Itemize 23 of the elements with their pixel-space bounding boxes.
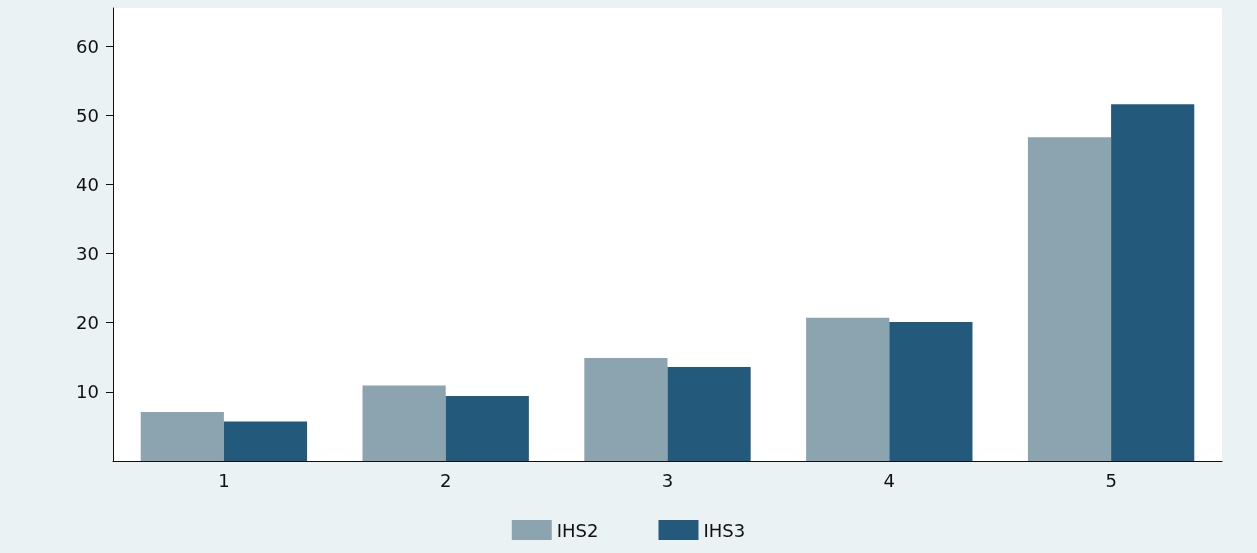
- bar: [445, 395, 529, 461]
- y-tick-label: 60: [76, 35, 99, 57]
- bar: [584, 357, 668, 461]
- legend-label: IHS2: [556, 519, 599, 541]
- y-tick-label: 10: [76, 381, 99, 403]
- x-tick-label: 4: [883, 469, 896, 491]
- y-tick-label: 20: [76, 312, 99, 334]
- y-tick-label: 40: [76, 173, 99, 195]
- y-tick-label: 30: [76, 243, 99, 265]
- bar: [1111, 104, 1195, 461]
- y-tick-label: 50: [76, 104, 99, 126]
- bar: [667, 366, 751, 461]
- bar: [140, 411, 224, 461]
- x-tick-label: 5: [1105, 469, 1117, 491]
- legend-label: IHS3: [703, 519, 746, 541]
- bar: [223, 421, 308, 461]
- x-tick-label: 2: [439, 469, 452, 491]
- bar: [806, 317, 890, 461]
- bar: [1027, 137, 1112, 461]
- x-tick-label: 3: [661, 469, 674, 491]
- bar: [889, 321, 973, 461]
- bar: [362, 385, 446, 461]
- x-tick-label: 1: [218, 469, 230, 491]
